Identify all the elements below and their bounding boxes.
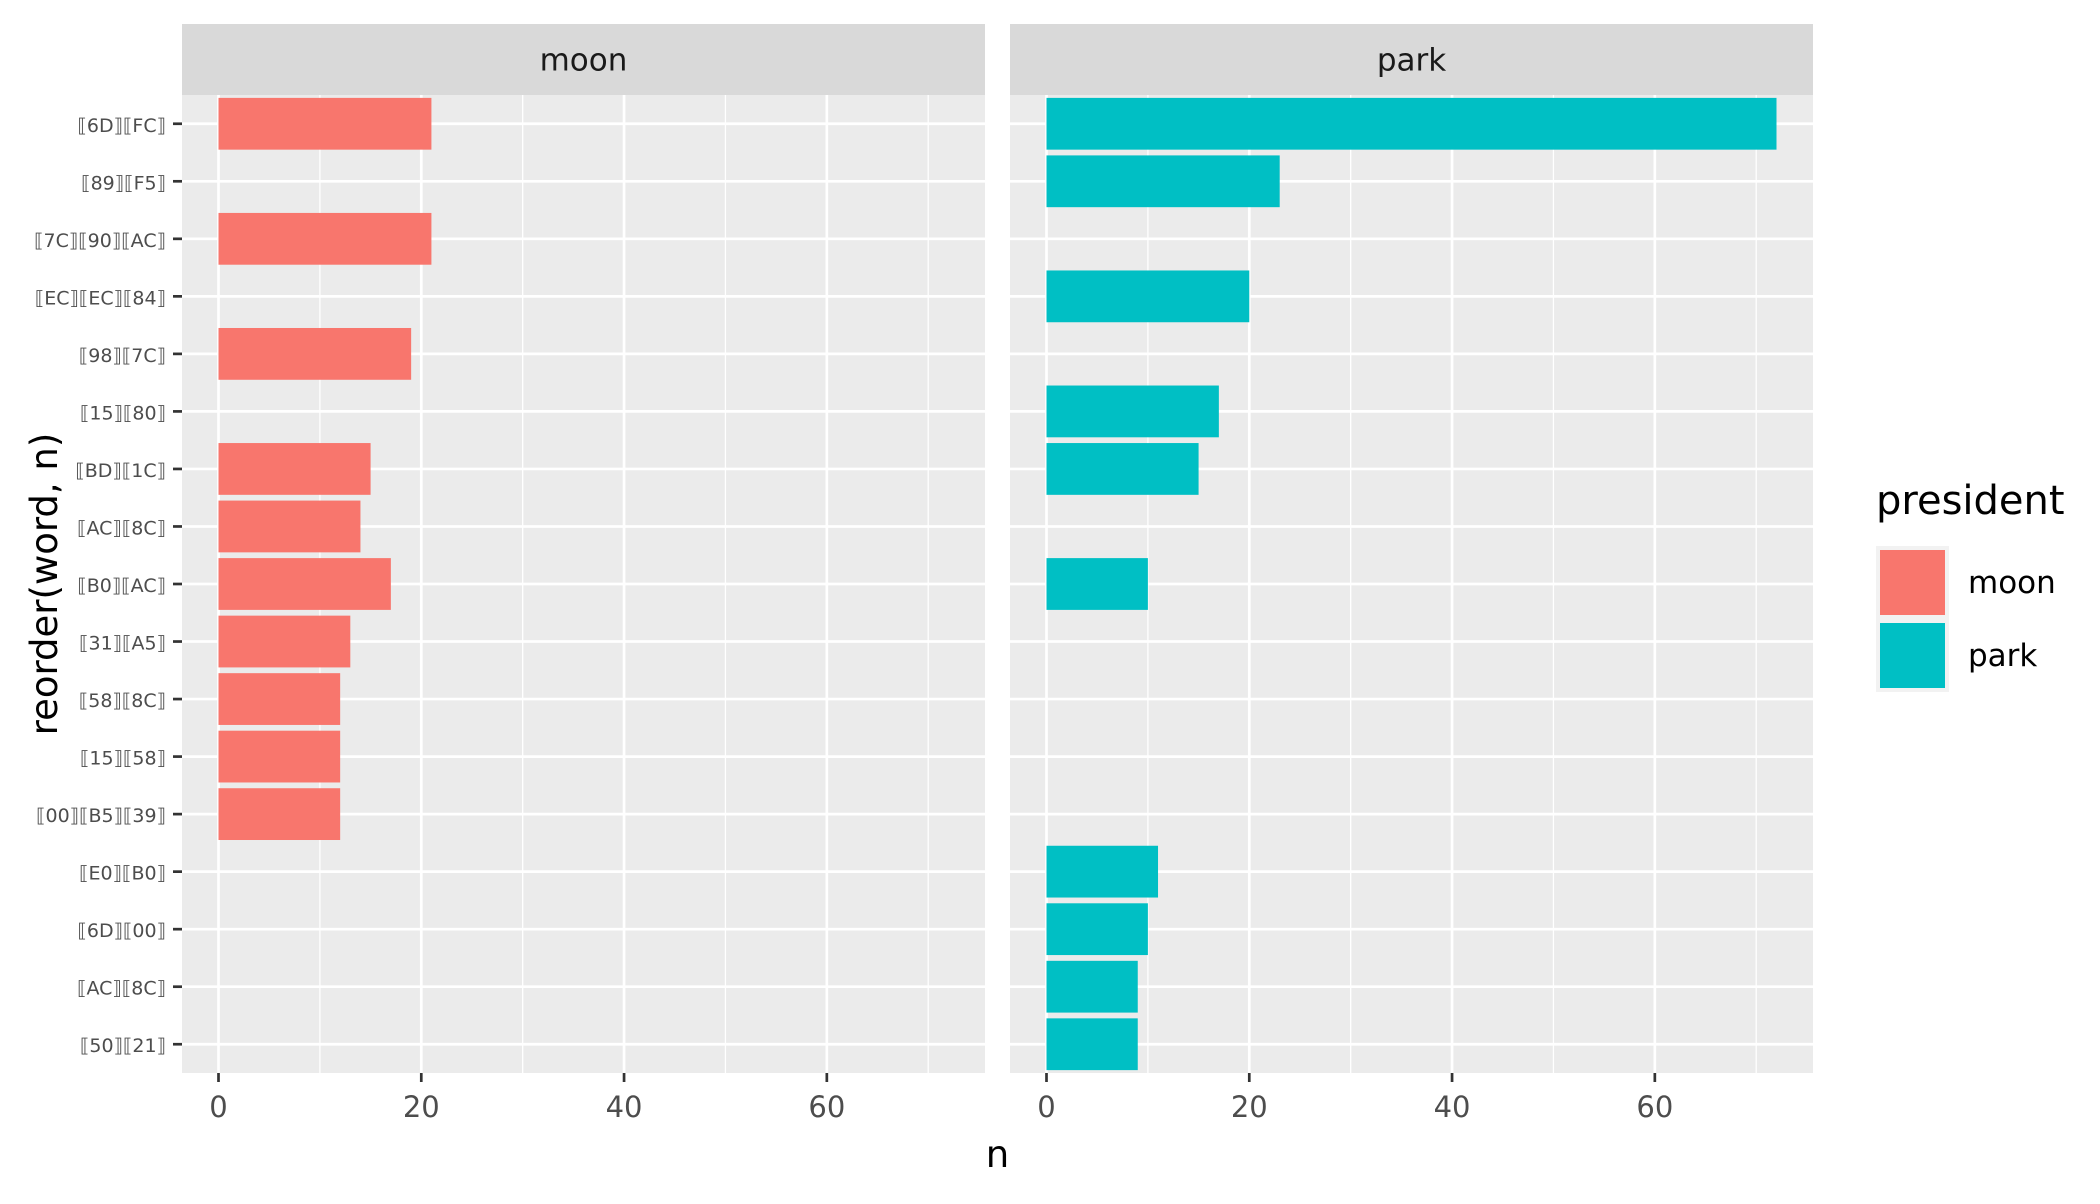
y-tick-label: ⟦15⟧⟦80⟧ [80,402,166,424]
y-tick-label: ⟦AC⟧⟦8C⟧ [77,978,166,1000]
legend-title: president [1876,478,2065,524]
x-tick-label: 0 [209,1090,227,1124]
bar-park [1046,845,1159,898]
x-tick-label: 20 [1231,1090,1268,1124]
legend-label-moon: moon [1968,565,2056,601]
x-tick-label: 40 [606,1090,643,1124]
bar-moon [218,673,341,725]
bar-park [1046,270,1250,323]
bar-park [1046,443,1199,495]
bar-moon [218,97,432,150]
bar-moon [218,212,432,265]
y-tick-label: ⟦15⟧⟦58⟧ [80,748,166,770]
legend-swatch-moon [1880,550,1945,615]
x-tick-label: 20 [403,1090,440,1124]
y-tick-label: ⟦58⟧⟦8C⟧ [79,690,166,712]
bar-park [1046,1018,1138,1071]
bar-moon [218,615,351,668]
x-tick-label: 60 [1636,1090,1673,1124]
y-tick-label: ⟦BD⟧⟦1C⟧ [75,460,166,482]
facet-label: park [1377,43,1446,79]
legend-swatch-park [1880,623,1945,688]
y-axis-title: reorder(word, n) [23,433,66,736]
bar-park [1046,960,1138,1013]
legend-label-park: park [1968,638,2037,674]
bar-moon [218,730,341,783]
bar-park [1046,97,1777,150]
bar-park [1046,155,1280,208]
bar-moon [218,558,391,610]
facet-strip [1010,24,1813,95]
y-tick-label: ⟦31⟧⟦A5⟧ [79,633,166,655]
y-tick-label: ⟦7C⟧⟦90⟧⟦AC⟧ [34,230,166,252]
y-tick-label: ⟦6D⟧⟦FC⟧ [77,115,166,137]
x-axis-title: n [986,1133,1009,1176]
bar-moon [218,788,341,841]
bar-moon [218,443,371,495]
x-tick-label: 60 [808,1090,845,1124]
x-tick-label: 40 [1434,1090,1471,1124]
y-tick-label: ⟦B0⟧⟦AC⟧ [77,575,166,597]
bar-moon [218,327,412,380]
bar-park [1046,385,1219,438]
x-tick-label: 0 [1037,1090,1055,1124]
bar-moon [218,500,361,553]
bar-park [1046,903,1148,956]
y-tick-label: ⟦6D⟧⟦00⟧ [77,920,166,942]
y-tick-label: ⟦AC⟧⟦8C⟧ [77,517,166,539]
y-tick-label: ⟦50⟧⟦21⟧ [80,1035,166,1057]
facet-label: moon [540,43,628,79]
y-tick-label: ⟦00⟧⟦B5⟧⟦39⟧ [36,805,166,827]
y-tick-label: ⟦E0⟧⟦B0⟧ [79,863,166,885]
y-tick-label: ⟦98⟧⟦7C⟧ [79,345,166,367]
bar-park [1046,558,1148,610]
y-tick-label: ⟦89⟧⟦F5⟧ [81,172,166,194]
y-tick-label: ⟦EC⟧⟦EC⟧⟦84⟧ [35,287,166,309]
facet-strip [182,24,985,95]
